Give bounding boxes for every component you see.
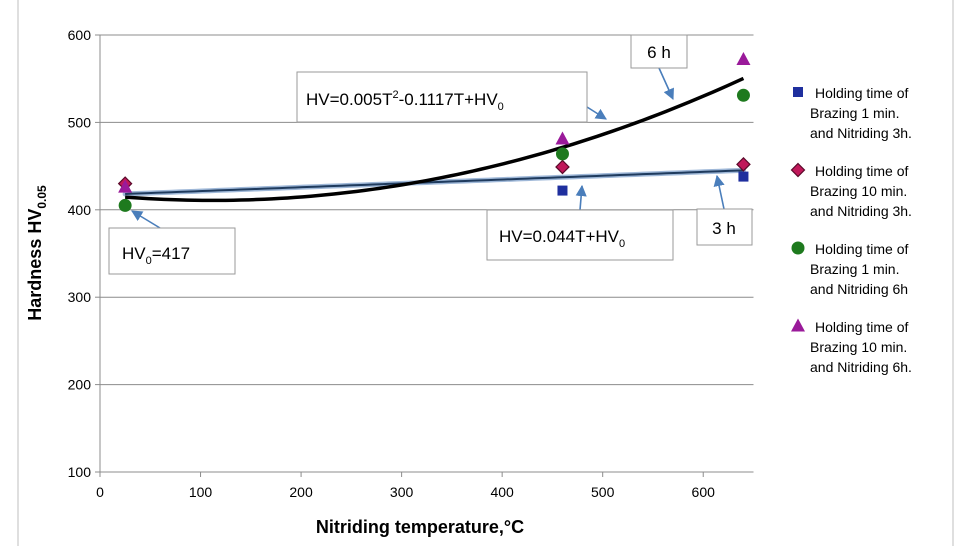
x-tick-label: 200 (289, 484, 313, 500)
y-tick-label: 600 (68, 27, 92, 43)
legend-label: Brazing 1 min. (810, 261, 899, 277)
legend-label: Brazing 10 min. (810, 339, 907, 355)
legend-label: Brazing 10 min. (810, 183, 907, 199)
legend-marker-2 (790, 162, 806, 178)
x-tick-label: 100 (189, 484, 213, 500)
quadratic-equation-label: HV=0.005T2-0.1117T+HV0 (306, 89, 504, 113)
axes (99, 35, 754, 473)
legend-marker-4 (791, 318, 805, 332)
y-tick-labels: 100 200 300 400 500 600 (68, 27, 92, 480)
legend-marker-3 (791, 241, 805, 255)
data-point-series-1 (557, 185, 568, 196)
y-tick-label: 200 (68, 377, 92, 393)
legend-label: Holding time of (815, 319, 908, 335)
data-point-series-4 (118, 179, 133, 193)
data-point-series-1 (738, 171, 749, 182)
quadratic-fit-curve (125, 76, 745, 203)
legend-label: and Nitriding 6h (810, 281, 908, 297)
data-point-series-3 (118, 198, 132, 212)
x-axis-title: Nitriding temperature,°C (316, 517, 524, 537)
data-points (117, 51, 751, 212)
y-tick-label: 500 (68, 114, 92, 130)
arrow-quad-eq (586, 106, 607, 120)
data-point-series-3 (555, 147, 569, 161)
x-tick-label: 500 (591, 484, 615, 500)
six-hour-label: 6 h (647, 43, 671, 62)
legend-label: Holding time of (815, 163, 908, 179)
x-tick-label: 0 (96, 484, 104, 500)
data-point-series-2 (736, 157, 751, 172)
fit-curves (122, 76, 746, 203)
arrow-3h (713, 174, 725, 210)
legend-label: and Nitriding 3h. (810, 125, 912, 141)
data-point-series-2 (555, 159, 570, 175)
data-point-series-3 (736, 88, 750, 102)
legend-label: Holding time of (815, 85, 908, 101)
legend: Holding time of Brazing 1 min. and Nitridi… (790, 85, 912, 375)
legend-label: Brazing 1 min. (810, 105, 899, 121)
three-hour-callout: 3 h (696, 208, 753, 246)
x-tick-label: 600 (692, 484, 716, 500)
three-hour-label: 3 h (712, 219, 736, 238)
legend-label: and Nitriding 3h. (810, 203, 912, 219)
data-point-series-4 (555, 131, 570, 145)
x-tick-labels: 0 100 200 300 400 500 600 (96, 472, 715, 500)
linear-equation-callout: HV=0.044T+HV0 (486, 209, 674, 261)
hv0-label: HV0=417 (122, 244, 190, 267)
hv0-callout: HV0=417 (108, 227, 236, 275)
quadratic-equation-callout: HV=0.005T2-0.1117T+HV0 (296, 71, 588, 123)
legend-label: and Nitriding 6h. (810, 359, 912, 375)
arrow-hv0 (131, 210, 161, 229)
six-hour-callout: 6 h (630, 34, 688, 69)
arrow-6h (658, 67, 674, 101)
y-tick-label: 300 (68, 289, 92, 305)
x-tick-label: 400 (490, 484, 514, 500)
y-tick-label: 400 (68, 202, 92, 218)
y-axis-title: Hardness HV0.05 (25, 185, 49, 321)
linear-equation-label: HV=0.044T+HV0 (499, 227, 625, 250)
legend-label: Holding time of (815, 241, 908, 257)
y-tick-label: 100 (68, 464, 92, 480)
arrow-lin-eq (575, 184, 587, 211)
data-point-series-4 (736, 51, 751, 65)
callout-arrows (131, 67, 725, 229)
legend-marker-1 (793, 87, 803, 97)
linear-fit-line (125, 169, 744, 195)
x-tick-label: 300 (390, 484, 414, 500)
